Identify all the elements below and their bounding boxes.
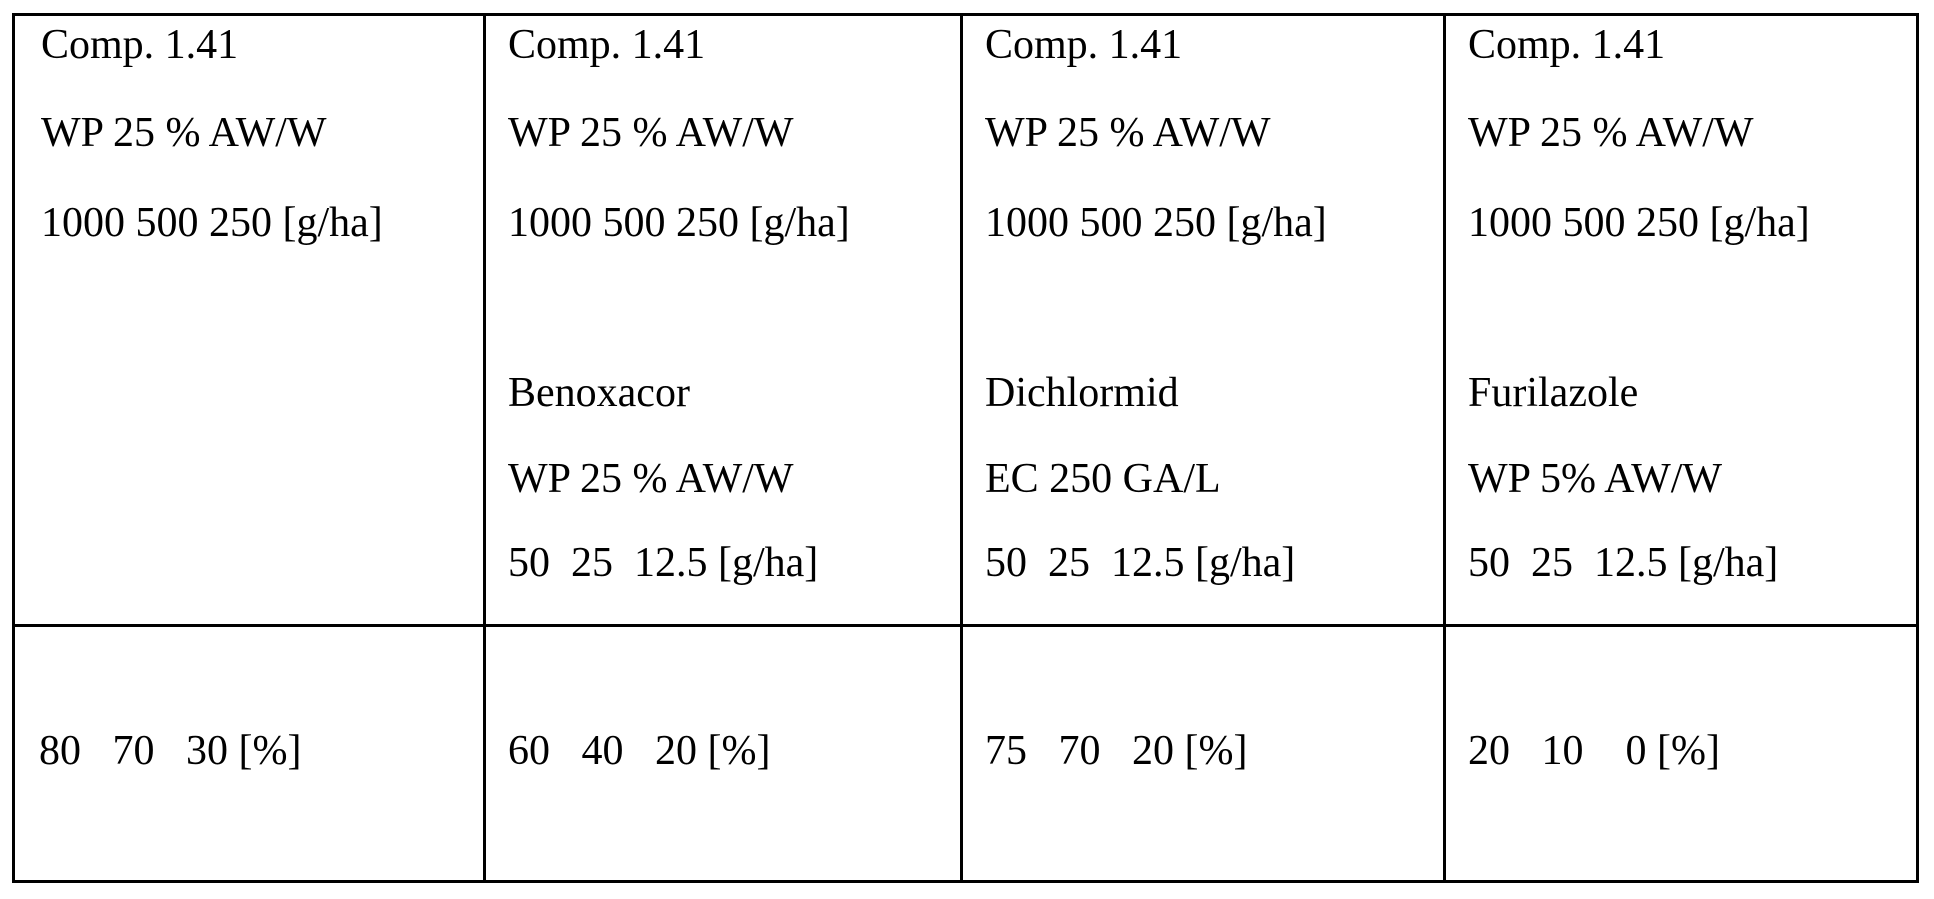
compound-label: Comp. 1.41: [41, 24, 238, 66]
header-cell-1: Comp. 1.41 WP 25 % AW/W 1000 500 250 [g/…: [41, 16, 481, 624]
result-cell-4: 20 10 0 [%]: [1468, 627, 1918, 877]
rates-label: 1000 500 250 [g/ha]: [1468, 202, 1810, 244]
formulation-label: WP 25 % AW/W: [508, 112, 794, 154]
result-value: 60 40 20 [%]: [508, 730, 770, 772]
results-table: Comp. 1.41 WP 25 % AW/W 1000 500 250 [g/…: [12, 13, 1919, 883]
safener-formulation-label: WP 25 % AW/W: [508, 458, 794, 500]
rates-label: 1000 500 250 [g/ha]: [985, 202, 1327, 244]
formulation-label: WP 25 % AW/W: [985, 112, 1271, 154]
header-cell-3: Comp. 1.41 WP 25 % AW/W 1000 500 250 [g/…: [985, 16, 1440, 624]
result-value: 75 70 20 [%]: [985, 730, 1247, 772]
result-cell-1: 80 70 30 [%]: [39, 627, 479, 877]
column-divider: [1443, 16, 1446, 880]
header-cell-4: Comp. 1.41 WP 25 % AW/W 1000 500 250 [g/…: [1468, 16, 1918, 624]
column-divider: [960, 16, 963, 880]
compound-label: Comp. 1.41: [508, 24, 705, 66]
safener-label: Dichlormid: [985, 372, 1179, 414]
result-cell-2: 60 40 20 [%]: [508, 627, 958, 877]
formulation-label: WP 25 % AW/W: [1468, 112, 1754, 154]
safener-formulation-label: WP 5% AW/W: [1468, 458, 1722, 500]
rates-label: 1000 500 250 [g/ha]: [41, 202, 383, 244]
formulation-label: WP 25 % AW/W: [41, 112, 327, 154]
result-value: 20 10 0 [%]: [1468, 730, 1720, 772]
compound-label: Comp. 1.41: [985, 24, 1182, 66]
compound-label: Comp. 1.41: [1468, 24, 1665, 66]
safener-rates-label: 50 25 12.5 [g/ha]: [1468, 542, 1778, 584]
safener-rates-label: 50 25 12.5 [g/ha]: [508, 542, 818, 584]
header-cell-2: Comp. 1.41 WP 25 % AW/W 1000 500 250 [g/…: [508, 16, 958, 624]
result-cell-3: 75 70 20 [%]: [985, 627, 1440, 877]
result-value: 80 70 30 [%]: [39, 730, 301, 772]
safener-rates-label: 50 25 12.5 [g/ha]: [985, 542, 1295, 584]
safener-formulation-label: EC 250 GA/L: [985, 458, 1221, 500]
rates-label: 1000 500 250 [g/ha]: [508, 202, 850, 244]
column-divider: [483, 16, 486, 880]
safener-label: Furilazole: [1468, 372, 1638, 414]
safener-label: Benoxacor: [508, 372, 690, 414]
